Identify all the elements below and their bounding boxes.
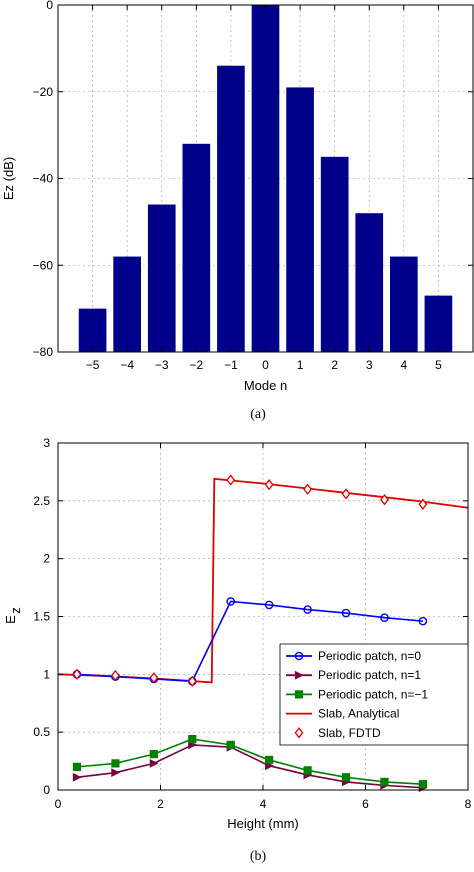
chart-a-x-tick-label: −1: [224, 358, 238, 372]
chart-b-y-tick-label: 0.5: [33, 725, 50, 739]
chart-b-y-tick-label: 1.5: [33, 610, 50, 624]
chart-b-legend-swatch-marker: [294, 727, 304, 739]
chart-b-series-0-point: [380, 613, 389, 622]
chart-a-caption: (a): [250, 407, 266, 422]
chart-a-bar: [217, 65, 245, 352]
chart-a-x-tick-label: −4: [120, 358, 134, 372]
chart-b-caption: (b): [250, 849, 267, 864]
chart-a-y-tick-label: −20: [33, 85, 54, 99]
chart-b-legend-swatch-marker: [294, 651, 304, 661]
chart-b-series-4-point: [110, 669, 120, 682]
chart-b-series-4-point: [380, 494, 389, 506]
chart-a-bar: [251, 5, 280, 352]
chart-a-bar: [78, 308, 107, 352]
chart-b-legend-item: Periodic patch, n=1: [286, 668, 421, 682]
chart-a-x-tick-label: −3: [155, 358, 169, 372]
chart-b-series-4-point: [303, 483, 313, 495]
chart-b-legend-item: Periodic patch, n=−1: [286, 687, 428, 701]
chart-b-legend-swatch-marker: [294, 670, 304, 680]
chart-b-legend-item: Slab, Analytical: [286, 707, 399, 721]
chart-b-series-2-line: [76, 738, 423, 786]
chart-b-y-tick-label: 1: [43, 667, 50, 681]
chart-b-series-2-point: [380, 777, 389, 787]
chart-b-series-0-point: [341, 608, 351, 618]
chart-b-height-sweep: 0 2 4 6 8 0 0.5 1 1.5 2 2.5 3 Height (mm) Ez Periodic …: [3, 436, 472, 831]
chart-b-x-tick-label: 6: [362, 797, 369, 811]
chart-a-bar: [147, 204, 176, 352]
chart-a-bar: [182, 143, 211, 352]
chart-b-series-4-point: [226, 474, 236, 486]
chart-a-y-tick-label: −80: [33, 345, 54, 359]
chart-b-y-tick-label: 0: [43, 783, 50, 797]
chart-a-x-tick-label: 3: [366, 358, 373, 372]
chart-a-x-tick-label: 4: [400, 358, 407, 372]
chart-b-legend-item: Periodic patch, n=0: [286, 649, 421, 663]
chart-b-series-2-point: [188, 735, 197, 744]
chart-a-x-tick-label: 1: [297, 358, 304, 372]
chart-b-series-4-point: [341, 488, 351, 500]
chart-b-series-2-point: [303, 766, 312, 775]
chart-a-x-tick-label: −5: [86, 358, 100, 372]
chart-b-y-axis-label-subscript: z: [8, 607, 23, 614]
chart-b-series-2-point: [149, 750, 158, 759]
chart-b-legend-label: Periodic patch, n=0: [318, 649, 421, 663]
chart-b-series-4-point: [187, 675, 197, 687]
chart-a-y-axis-label: Ez (dB): [1, 157, 16, 200]
chart-b-y-tick-label: 3: [43, 436, 50, 450]
chart-a-x-tick-label: 0: [262, 358, 269, 372]
chart-b-legend-label: Periodic patch, n=1: [318, 668, 421, 682]
chart-a-y-tick-label: −40: [33, 172, 54, 186]
chart-b-legend: Periodic patch, n=0 Periodic patch, n=1 Pe…: [279, 643, 469, 746]
chart-a-x-tick-label: −2: [189, 358, 203, 372]
chart-b-series-1-point: [72, 772, 82, 782]
chart-a-x-axis-label: Mode n: [244, 378, 287, 393]
chart-a-bar: [320, 156, 349, 352]
chart-b-series-4-point: [72, 668, 82, 680]
chart-b-y-axis-label: Ez: [3, 607, 23, 624]
chart-b-y-axis-label-main: E: [3, 615, 18, 624]
chart-b-series-2-point: [111, 759, 120, 768]
chart-a-bar: [113, 256, 141, 352]
chart-b-series-4-point: [149, 672, 159, 684]
chart-b-x-axis-label: Height (mm): [227, 816, 299, 831]
chart-b-series-4-point: [264, 478, 274, 491]
chart-b-series-1-point: [111, 768, 121, 778]
chart-b-series-1-line: [76, 744, 423, 789]
chart-a-bar: [355, 213, 384, 352]
chart-a-bar: [390, 256, 418, 352]
chart-b-legend-item: Slab, FDTD: [294, 726, 381, 740]
chart-a-bar: [424, 295, 453, 352]
chart-b-series-1-point: [149, 758, 159, 768]
chart-a-y-tick-label: −60: [33, 258, 54, 272]
chart-b-series-4-point: [418, 498, 428, 510]
chart-a-mode-spectrum: −5 −4 −3 −2 −1 0 1 2 3 4 5 0 −20 −40 −60 −80 Mode n Ez (d…: [1, 0, 474, 393]
chart-b-series-2-point: [265, 755, 274, 765]
chart-a-y-tick-label: 0: [46, 0, 53, 12]
chart-a-x-tick-label: 5: [435, 358, 442, 372]
chart-b-series-2-point: [418, 780, 427, 789]
chart-b-series-2-point: [72, 762, 82, 771]
chart-b-x-tick-label: 2: [157, 797, 164, 811]
chart-b-legend-label: Slab, Analytical: [318, 707, 399, 721]
chart-b-x-tick-label: 8: [465, 797, 472, 811]
chart-b-series-0-point: [418, 616, 428, 626]
chart-b-legend-label: Slab, FDTD: [318, 726, 381, 740]
chart-b-series-0-line: [76, 600, 423, 683]
chart-b-series-0-point: [264, 600, 274, 610]
chart-b-series-2-point: [341, 773, 351, 782]
chart-a-x-tick-label: 2: [331, 358, 338, 372]
chart-b-legend-swatch-marker: [294, 690, 304, 699]
chart-b-legend-label: Periodic patch, n=−1: [318, 687, 428, 701]
chart-b-y-tick-label: 2: [43, 552, 50, 566]
chart-b-x-tick-label: 0: [55, 797, 62, 811]
chart-b-y-tick-label: 2.5: [33, 494, 50, 508]
chart-b-series-0-point: [303, 605, 312, 614]
chart-a-bar: [286, 87, 314, 352]
chart-b-series-0-point: [226, 597, 236, 606]
chart-b-x-tick-label: 4: [260, 797, 267, 811]
chart-b-series-2-point: [226, 740, 235, 749]
